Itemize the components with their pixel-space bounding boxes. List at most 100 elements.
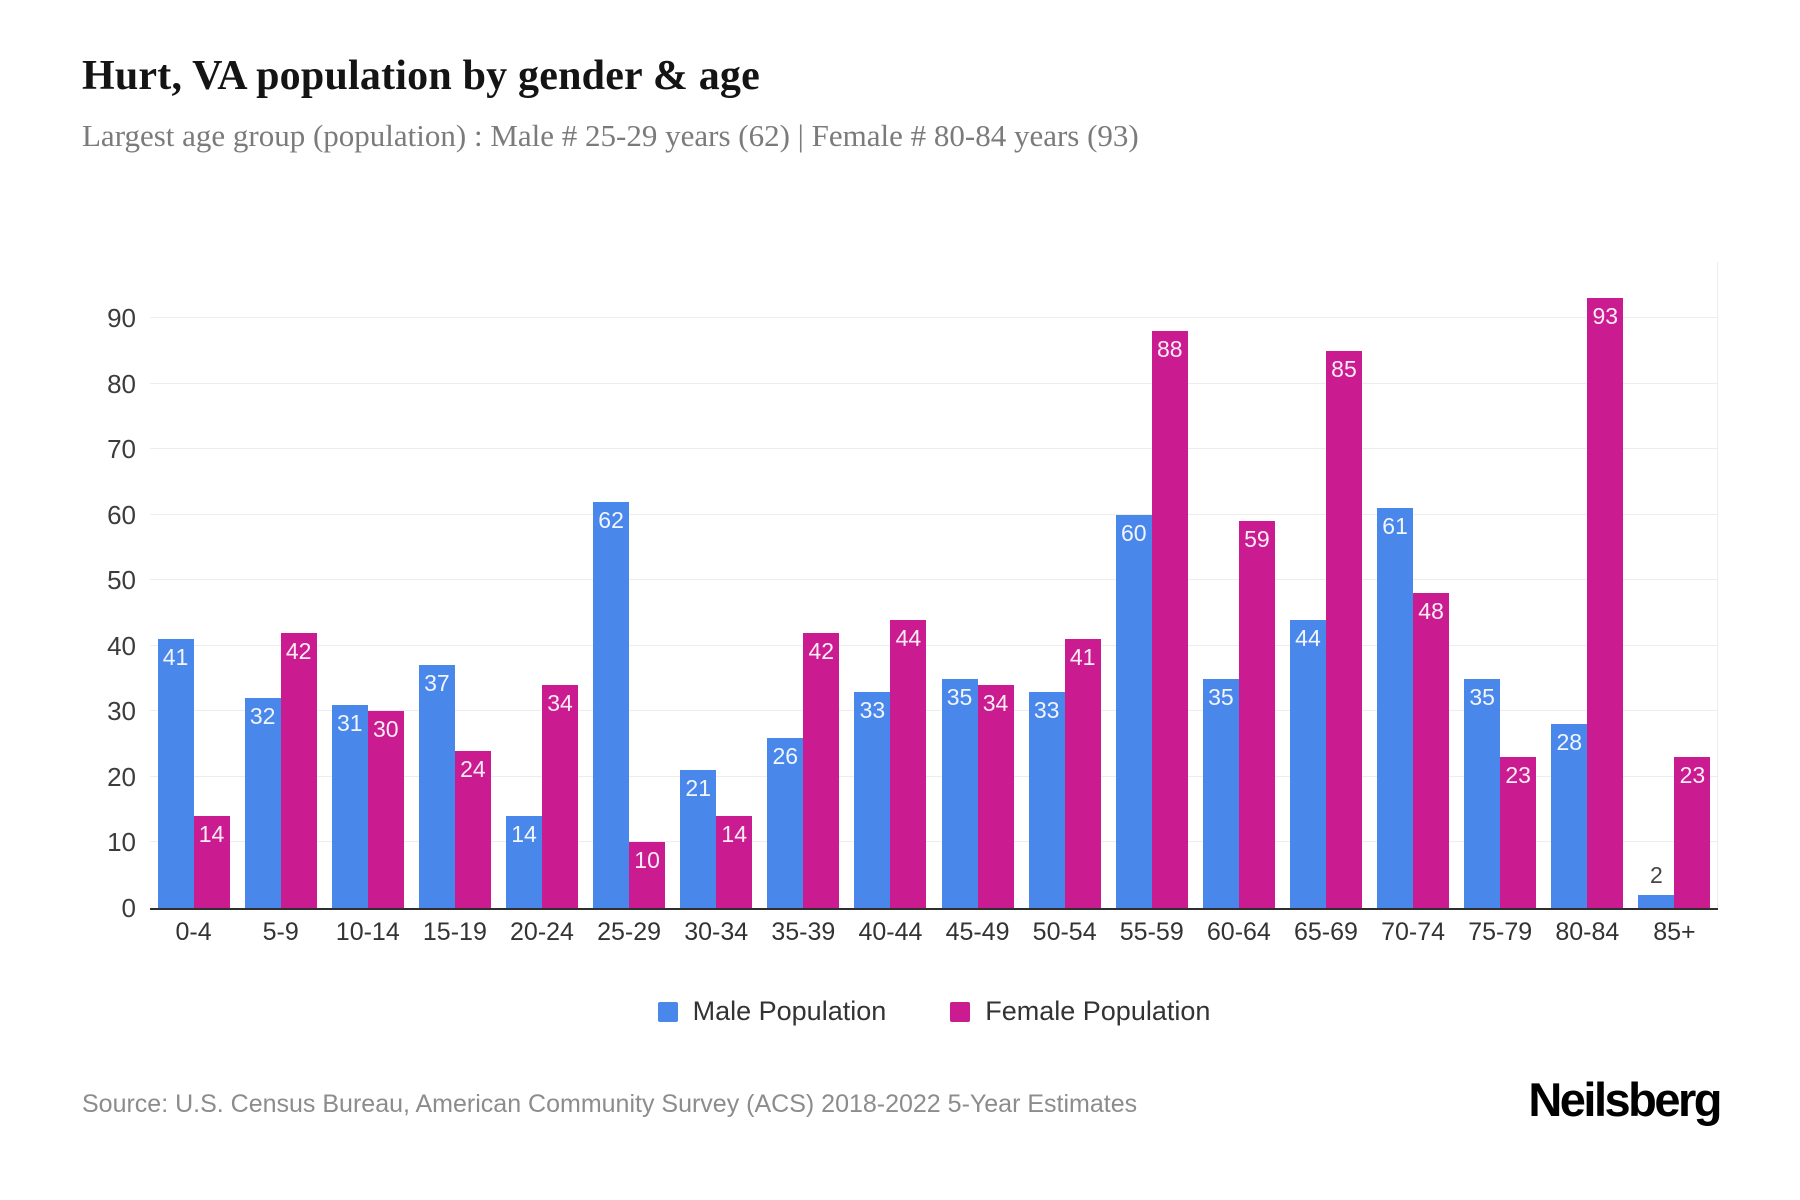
bar-value-label: 14 bbox=[511, 821, 537, 848]
x-axis-label-50-54: 50-54 bbox=[1032, 918, 1097, 946]
bar-female-60-64: 59 bbox=[1238, 521, 1275, 908]
bar-value-label: 42 bbox=[808, 637, 835, 664]
bar-male-50-54: 33 bbox=[1028, 691, 1065, 908]
bar-female-10-14: 30 bbox=[367, 711, 404, 908]
x-axis-label-40-44: 40-44 bbox=[858, 918, 923, 946]
bar-value-label: 31 bbox=[336, 709, 363, 736]
bar-value-label: 28 bbox=[1556, 729, 1583, 756]
gridline bbox=[150, 317, 1718, 318]
x-axis-label-35-39: 35-39 bbox=[771, 918, 836, 946]
x-axis-label-85: 85+ bbox=[1653, 918, 1696, 946]
bar-male-25-29: 62 bbox=[593, 501, 630, 908]
gridline bbox=[150, 513, 1718, 515]
bar-group-80-84: 28 93 bbox=[1544, 262, 1631, 908]
bar-male-65-69: 44 bbox=[1289, 619, 1326, 908]
bar-female-65-69: 85 bbox=[1325, 350, 1362, 908]
x-axis-label-20-24: 20-24 bbox=[510, 918, 574, 946]
bar-group-40-44: 33 44 bbox=[847, 262, 934, 908]
legend-swatch-male-icon bbox=[657, 1001, 678, 1022]
bar-female-55-59: 88 bbox=[1151, 331, 1188, 908]
gridline bbox=[150, 579, 1718, 581]
x-axis-label-0-4: 0-4 bbox=[175, 918, 212, 946]
bar-value-label: 34 bbox=[982, 690, 1009, 717]
bar-group-15-19: 37 24 bbox=[411, 262, 498, 908]
bar-value-label: 24 bbox=[460, 755, 486, 782]
bar-value-label: 14 bbox=[721, 821, 747, 848]
bar-group-70-74: 61 48 bbox=[1370, 262, 1457, 908]
bar-female-0-4: 14 bbox=[193, 816, 230, 908]
bar-male-30-34: 21 bbox=[680, 770, 717, 908]
x-axis-label-30-34: 30-34 bbox=[684, 918, 749, 946]
bar-group-50-54: 33 41 bbox=[1021, 262, 1108, 908]
x-axis-label-10-14: 10-14 bbox=[335, 918, 400, 946]
bar-group-65-69: 44 85 bbox=[1282, 262, 1369, 908]
x-axis-label-75-79: 75-79 bbox=[1468, 918, 1533, 946]
bar-female-20-24: 34 bbox=[541, 685, 578, 908]
bar-male-55-59: 60 bbox=[1115, 514, 1152, 908]
y-axis-tick-label: 30 bbox=[107, 696, 136, 727]
y-axis-tick-label: 10 bbox=[107, 827, 136, 858]
bar-value-label: 61 bbox=[1382, 513, 1408, 540]
bar-value-label: 35 bbox=[1469, 683, 1495, 710]
bar-female-15-19: 24 bbox=[454, 750, 491, 908]
y-axis-tick-label: 50 bbox=[107, 565, 136, 596]
x-axis-label-70-74: 70-74 bbox=[1381, 918, 1446, 946]
bar-female-40-44: 44 bbox=[890, 619, 927, 908]
bar-value-label: 32 bbox=[249, 703, 276, 730]
legend-swatch-female-icon bbox=[950, 1001, 971, 1022]
bar-value-label: 34 bbox=[547, 690, 573, 717]
bar-female-80-84: 93 bbox=[1587, 298, 1624, 908]
bar-male-40-44: 33 bbox=[854, 691, 891, 908]
bar-male-80-84: 28 bbox=[1551, 724, 1588, 908]
bar-value-label: 2 bbox=[1650, 861, 1663, 888]
chart-title: Hurt, VA population by gender & age bbox=[82, 53, 760, 99]
gridline bbox=[150, 644, 1718, 646]
bar-value-label: 42 bbox=[285, 637, 312, 664]
gridline bbox=[150, 841, 1718, 843]
legend-label-male: Male Population bbox=[692, 996, 887, 1026]
bar-value-label: 23 bbox=[1679, 762, 1706, 789]
bar-value-label: 35 bbox=[946, 683, 973, 710]
bar-series-layer: 41 14 32 42 31 30 37 24 14 34 62 10 21 14 26 42 33 44 35 34… bbox=[150, 262, 1718, 908]
bar-male-70-74: 61 bbox=[1377, 508, 1414, 908]
bar-value-label: 59 bbox=[1244, 526, 1270, 553]
bar-value-label: 10 bbox=[634, 847, 660, 874]
gridline bbox=[150, 382, 1718, 384]
plot-area: 0 10 20 30 40 50 60 70 80 90 41 14 32 42 31 30 37 24 14 34… bbox=[107, 262, 1718, 923]
bar-male-45-49: 35 bbox=[941, 678, 978, 908]
bar-group-60-64: 35 59 bbox=[1195, 262, 1282, 908]
bar-female-30-34: 14 bbox=[716, 816, 753, 908]
y-axis-tick-label: 40 bbox=[107, 630, 136, 661]
bar-group-30-34: 21 14 bbox=[673, 262, 760, 908]
bar-male-35-39: 26 bbox=[767, 737, 804, 908]
bar-male-85: 2 bbox=[1638, 862, 1675, 908]
y-axis-tick-label: 60 bbox=[107, 499, 136, 530]
bar-male-10-14: 31 bbox=[331, 704, 368, 908]
bar-value-label: 30 bbox=[372, 716, 399, 743]
bar-value-label: 26 bbox=[772, 742, 799, 769]
x-axis: 0-4 5-9 10-14 15-19 20-24 25-29 30-34 35-39 40-4… bbox=[150, 918, 1718, 947]
bar-group-35-39: 26 42 bbox=[760, 262, 847, 908]
bar-female-75-79: 23 bbox=[1500, 757, 1537, 908]
bar-group-55-59: 60 88 bbox=[1108, 262, 1195, 908]
y-axis-tick-label: 80 bbox=[107, 368, 136, 399]
bar-female-5-9: 42 bbox=[280, 632, 317, 908]
legend-label-female: Female Population bbox=[985, 996, 1211, 1026]
bar-male-75-79: 35 bbox=[1464, 678, 1501, 908]
bar-group-45-49: 35 34 bbox=[934, 262, 1021, 908]
bar-group-25-29: 62 10 bbox=[586, 262, 673, 908]
legend-item-male: Male Population bbox=[657, 996, 887, 1027]
bar-male-20-24: 14 bbox=[505, 816, 542, 908]
bar-value-label: 33 bbox=[1033, 696, 1060, 723]
bar-group-75-79: 35 23 bbox=[1457, 262, 1544, 908]
y-axis-tick-label: 20 bbox=[107, 761, 136, 792]
bar-male-15-19: 37 bbox=[418, 665, 455, 908]
gridline bbox=[150, 448, 1718, 450]
y-axis-tick-label: 90 bbox=[107, 303, 136, 333]
bar-female-85: 23 bbox=[1674, 757, 1711, 908]
brand-logo: Neilsberg bbox=[1528, 1073, 1722, 1126]
bar-female-50-54: 41 bbox=[1064, 639, 1101, 908]
y-axis-tick-label: 0 bbox=[121, 893, 136, 923]
x-axis-label-80-84: 80-84 bbox=[1555, 918, 1620, 946]
